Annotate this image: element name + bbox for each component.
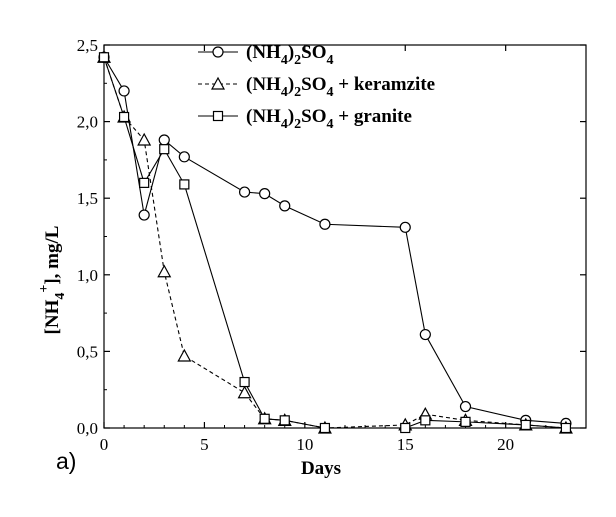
x-tick-label: 0 [100, 435, 109, 454]
data-point [319, 218, 331, 230]
legend-label: (NH4)2SO4 + granite [246, 106, 412, 132]
data-point [259, 413, 270, 424]
data-point [400, 422, 411, 434]
data-point [279, 200, 291, 212]
y-tick-label: 2,0 [77, 113, 98, 132]
y-tick-label: 0,5 [77, 342, 98, 361]
x-tick-label: 20 [497, 435, 514, 454]
plot-frame [103, 44, 587, 429]
panel-label: a) [56, 448, 76, 474]
data-point [420, 415, 431, 426]
legend-label: (NH4)2SO4 [246, 42, 334, 68]
x-tick-label: 10 [296, 435, 313, 454]
data-point [178, 151, 190, 163]
data-point [118, 111, 130, 123]
plot-border [103, 44, 587, 429]
series-layer [96, 50, 573, 434]
legend-label: (NH4)2SO4 + keramzite [246, 74, 435, 100]
data-point [177, 348, 192, 362]
data-point [239, 376, 250, 388]
data-point [259, 188, 271, 200]
legend-marker [210, 76, 226, 90]
x-axis-title: Days [301, 458, 341, 479]
legend: (NH4)2SO4 (NH4)2SO4 + keramzite (NH4)2SO4 … [198, 42, 435, 132]
data-point [459, 400, 472, 413]
axis-ticks: 0 5 10 15 20 0,0 0,5 1,0 1,5 2,0 2,5 [77, 36, 586, 454]
data-point [139, 177, 150, 188]
series-line [103, 57, 566, 429]
data-point [179, 179, 190, 190]
x-tick-label: 15 [397, 435, 414, 454]
y-tick-label: 1,5 [77, 189, 98, 208]
data-point [98, 52, 110, 63]
data-point [158, 134, 170, 146]
y-tick-label: 1,0 [77, 266, 98, 285]
y-tick-label: 0,0 [77, 419, 98, 438]
data-point [279, 415, 290, 426]
data-point [138, 209, 150, 221]
data-point [319, 422, 331, 434]
data-point [399, 221, 411, 233]
series-square [98, 52, 572, 434]
legend-marker [212, 110, 224, 122]
series-line [103, 57, 566, 429]
legend-marker [212, 46, 224, 58]
data-point [137, 132, 152, 146]
data-point [238, 186, 251, 198]
y-tick-label: 2,5 [77, 36, 98, 55]
data-point [520, 419, 531, 431]
data-point [237, 385, 252, 399]
series-line [103, 56, 566, 424]
data-point [460, 416, 471, 427]
data-point [157, 264, 172, 278]
data-point [118, 85, 130, 97]
x-tick-label: 5 [200, 435, 209, 454]
data-point [159, 144, 170, 155]
data-point [560, 422, 572, 434]
y-axis-title: [NH4+], mg/L [37, 226, 68, 335]
data-point [419, 328, 431, 341]
